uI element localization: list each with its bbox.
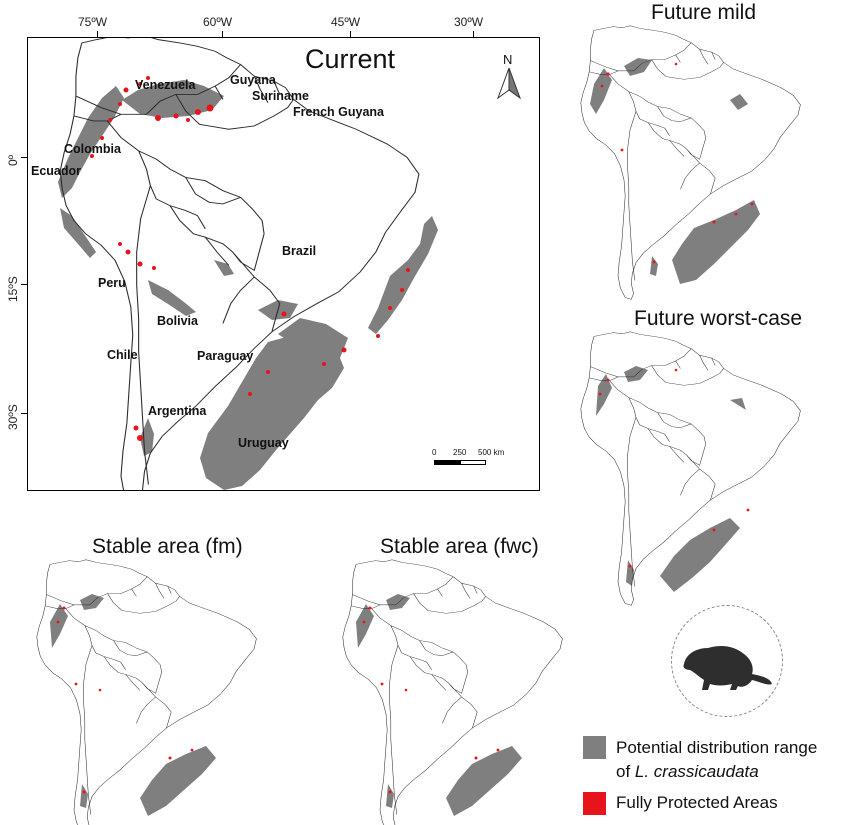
country-label-bolivia: Bolivia — [157, 314, 198, 328]
panel-title-future-worst-case: Future worst-case — [634, 307, 803, 330]
legend-swatch-distribution — [583, 736, 606, 759]
main-map-frame: Current N Venezuela Guyana Suriname Fren… — [27, 37, 540, 491]
north-label: N — [503, 52, 513, 67]
panel-title-stable-fwc: Stable area (fwc) — [380, 535, 539, 558]
map-future-mild — [564, 24, 814, 300]
legend-distribution-line2: of L. crassicaudata — [616, 762, 759, 782]
panel-title-stable-fm: Stable area (fm) — [92, 535, 243, 558]
country-label-chile: Chile — [107, 348, 138, 362]
legend-protected: Fully Protected Areas — [616, 793, 778, 812]
mouse-opossum-silhouette-icon — [671, 605, 783, 717]
country-label-venezuela: Venezuela — [135, 78, 196, 92]
lon-tick-30w: 30ºW — [454, 15, 484, 29]
lat-tick-15s: 15ºS — [6, 276, 20, 302]
legend-species-name: L. crassicaudata — [634, 762, 759, 781]
lon-tick-45w: 45ºW — [331, 15, 361, 29]
scale-label-0: 0 — [432, 448, 437, 457]
lat-tick-30s: 30ºS — [6, 404, 20, 430]
protected-areas-main — [90, 76, 410, 441]
map-future-worst-case — [564, 330, 814, 606]
country-label-paraguay: Paraguay — [197, 349, 254, 363]
country-label-colombia: Colombia — [64, 142, 121, 156]
country-label-brazil: Brazil — [282, 244, 317, 258]
country-label-suriname: Suriname — [252, 89, 309, 103]
scale-bar: 0 250 500 km — [432, 448, 522, 470]
country-label-uruguay: Uruguay — [238, 436, 289, 450]
map-stable-fwc — [326, 558, 576, 825]
legend-distribution-prefix: of — [616, 762, 635, 781]
main-map-title: Current — [305, 44, 396, 74]
country-label-guyana: Guyana — [230, 73, 276, 87]
country-label-peru: Peru — [98, 276, 126, 290]
lon-tick-75w: 75ºW — [78, 15, 108, 29]
scale-label-500: 500 km — [478, 448, 505, 457]
country-label-ecuador: Ecuador — [31, 164, 82, 178]
north-arrow-icon: N — [496, 52, 522, 100]
legend-distribution-line1: Potential distribution range — [616, 738, 818, 757]
panel-title-future-mild: Future mild — [651, 1, 757, 24]
lon-tick-60w: 60ºW — [203, 15, 233, 29]
lat-tick-0: 0º — [6, 154, 20, 166]
country-label-argentina: Argentina — [148, 404, 207, 418]
country-label-french-guyana: French Guyana — [293, 105, 384, 119]
scale-label-250: 250 — [453, 448, 467, 457]
map-stable-fm — [20, 558, 270, 825]
distribution-range-main — [58, 80, 438, 490]
main-map-svg — [58, 38, 438, 490]
legend-swatch-protected — [583, 792, 606, 815]
